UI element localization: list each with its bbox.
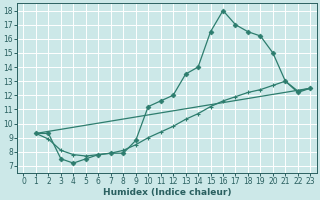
- X-axis label: Humidex (Indice chaleur): Humidex (Indice chaleur): [103, 188, 231, 197]
